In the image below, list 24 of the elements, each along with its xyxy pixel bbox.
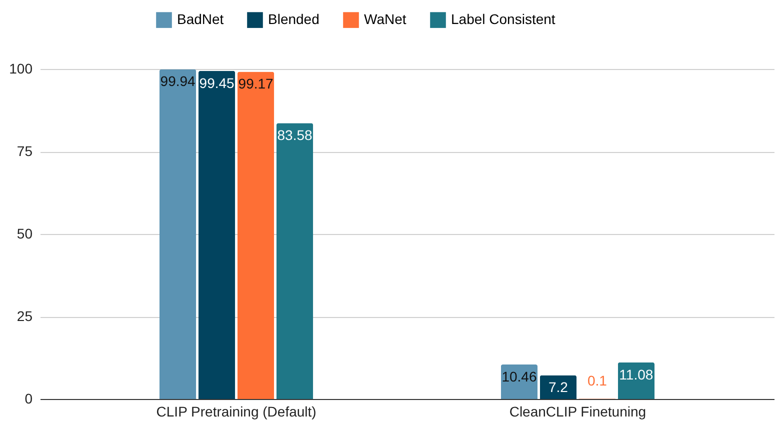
y-tick-label: 0 — [24, 390, 33, 406]
bar — [237, 72, 274, 399]
legend-label: WaNet — [364, 11, 406, 28]
data-label: 99.94 — [160, 73, 196, 90]
bar — [198, 70, 236, 399]
data-label: 99.17 — [238, 76, 274, 92]
data-label: 11.08 — [619, 366, 654, 382]
y-tick-label: 25 — [16, 308, 33, 324]
legend-label: BadNet — [177, 11, 224, 28]
y-tick-label: 75 — [16, 143, 33, 159]
x-tick-label: CleanCLIP Finetuning — [509, 404, 646, 420]
y-tick-label: 50 — [16, 226, 33, 242]
bar — [540, 375, 577, 399]
data-label: 99.45 — [199, 74, 235, 91]
data-label: 7.2 — [548, 379, 568, 396]
legend-label: Label Consistent — [451, 11, 556, 28]
y-tick-label: 100 — [9, 60, 33, 76]
bar — [159, 69, 196, 399]
bar — [276, 123, 314, 399]
data-label: 83.58 — [277, 127, 313, 144]
legend-label: Blended — [268, 11, 320, 28]
data-label: 10.46 — [502, 368, 537, 384]
data-label: 0.1 — [587, 372, 608, 389]
x-tick-label: CLIP Pretraining (Default) — [156, 404, 316, 420]
